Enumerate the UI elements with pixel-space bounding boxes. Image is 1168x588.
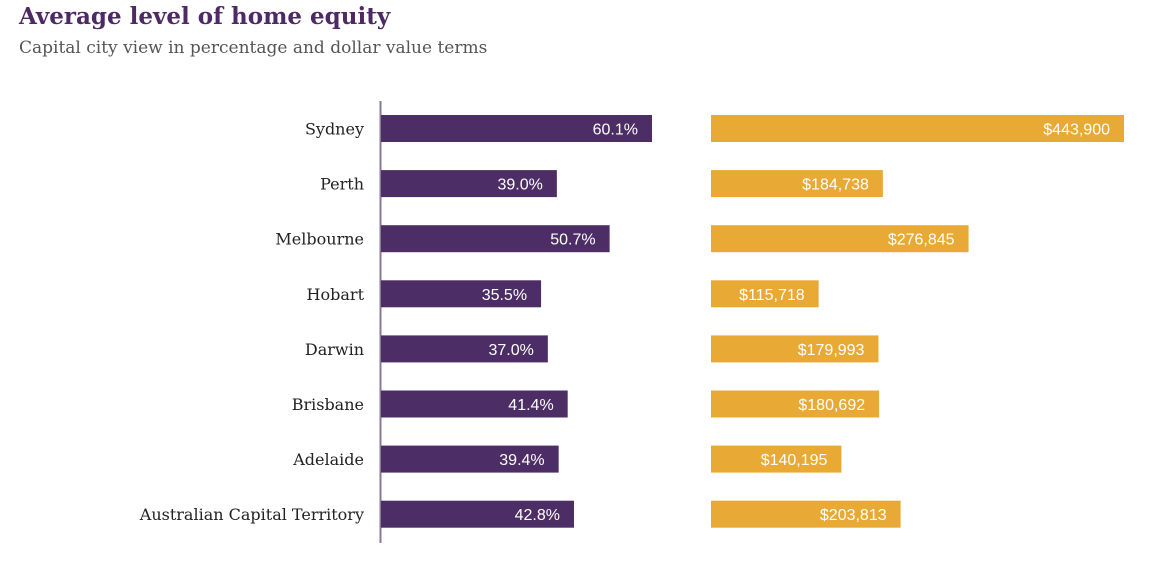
percent-bar-darwin [381, 335, 548, 363]
category-label-adelaide: Adelaide [292, 450, 364, 469]
percent-label-darwin: 37.0% [488, 342, 533, 359]
percent-label-adelaide: 39.4% [499, 452, 544, 469]
percent-bar-brisbane [381, 390, 568, 418]
category-label-australian-capital-territory: Australian Capital Territory [139, 505, 364, 524]
percent-bar-sydney [381, 115, 652, 142]
dollar-bar-adelaide [711, 445, 842, 473]
dollar-bar-australian-capital-territory [711, 500, 901, 528]
dollar-label-sydney: $443,900 [1043, 122, 1110, 139]
category-label-perth: Perth [320, 175, 364, 194]
dollar-label-perth: $184,738 [802, 177, 869, 194]
dollar-bar-brisbane [711, 390, 880, 418]
dollar-label-hobart: $115,718 [739, 287, 805, 304]
percent-label-sydney: 60.1% [593, 122, 638, 139]
dollar-bar-melbourne [711, 225, 969, 253]
dollar-label-darwin: $179,993 [798, 342, 865, 359]
category-label-darwin: Darwin [305, 340, 364, 359]
dollar-label-brisbane: $180,692 [798, 397, 865, 414]
category-label-sydney: Sydney [305, 120, 364, 139]
percent-bar-australian-capital-territory [381, 500, 574, 528]
percent-label-perth: 39.0% [497, 177, 542, 194]
percent-label-melbourne: 50.7% [550, 232, 595, 249]
dollar-bar-sydney [711, 115, 1124, 142]
percent-bar-melbourne [381, 225, 610, 253]
category-label-hobart: Hobart [307, 285, 365, 304]
chart-subtitle: Capital city view in percentage and doll… [19, 38, 488, 58]
percent-label-australian-capital-territory: 42.8% [515, 507, 560, 524]
chart-title: Average level of home equity [19, 3, 391, 30]
category-label-melbourne: Melbourne [275, 230, 364, 249]
dollar-bar-hobart [711, 280, 819, 308]
dollar-bar-darwin [711, 335, 879, 363]
percent-bar-hobart [381, 280, 542, 308]
dollar-label-melbourne: $276,845 [888, 232, 955, 249]
percent-label-brisbane: 41.4% [508, 397, 553, 414]
dollar-bar-perth [711, 170, 883, 198]
percent-bar-adelaide [381, 445, 559, 473]
percent-bar-perth [381, 170, 557, 198]
percent-label-hobart: 35.5% [482, 287, 527, 304]
dollar-label-adelaide: $140,195 [761, 452, 828, 469]
category-label-brisbane: Brisbane [292, 395, 364, 414]
dollar-label-australian-capital-territory: $203,813 [820, 507, 887, 524]
